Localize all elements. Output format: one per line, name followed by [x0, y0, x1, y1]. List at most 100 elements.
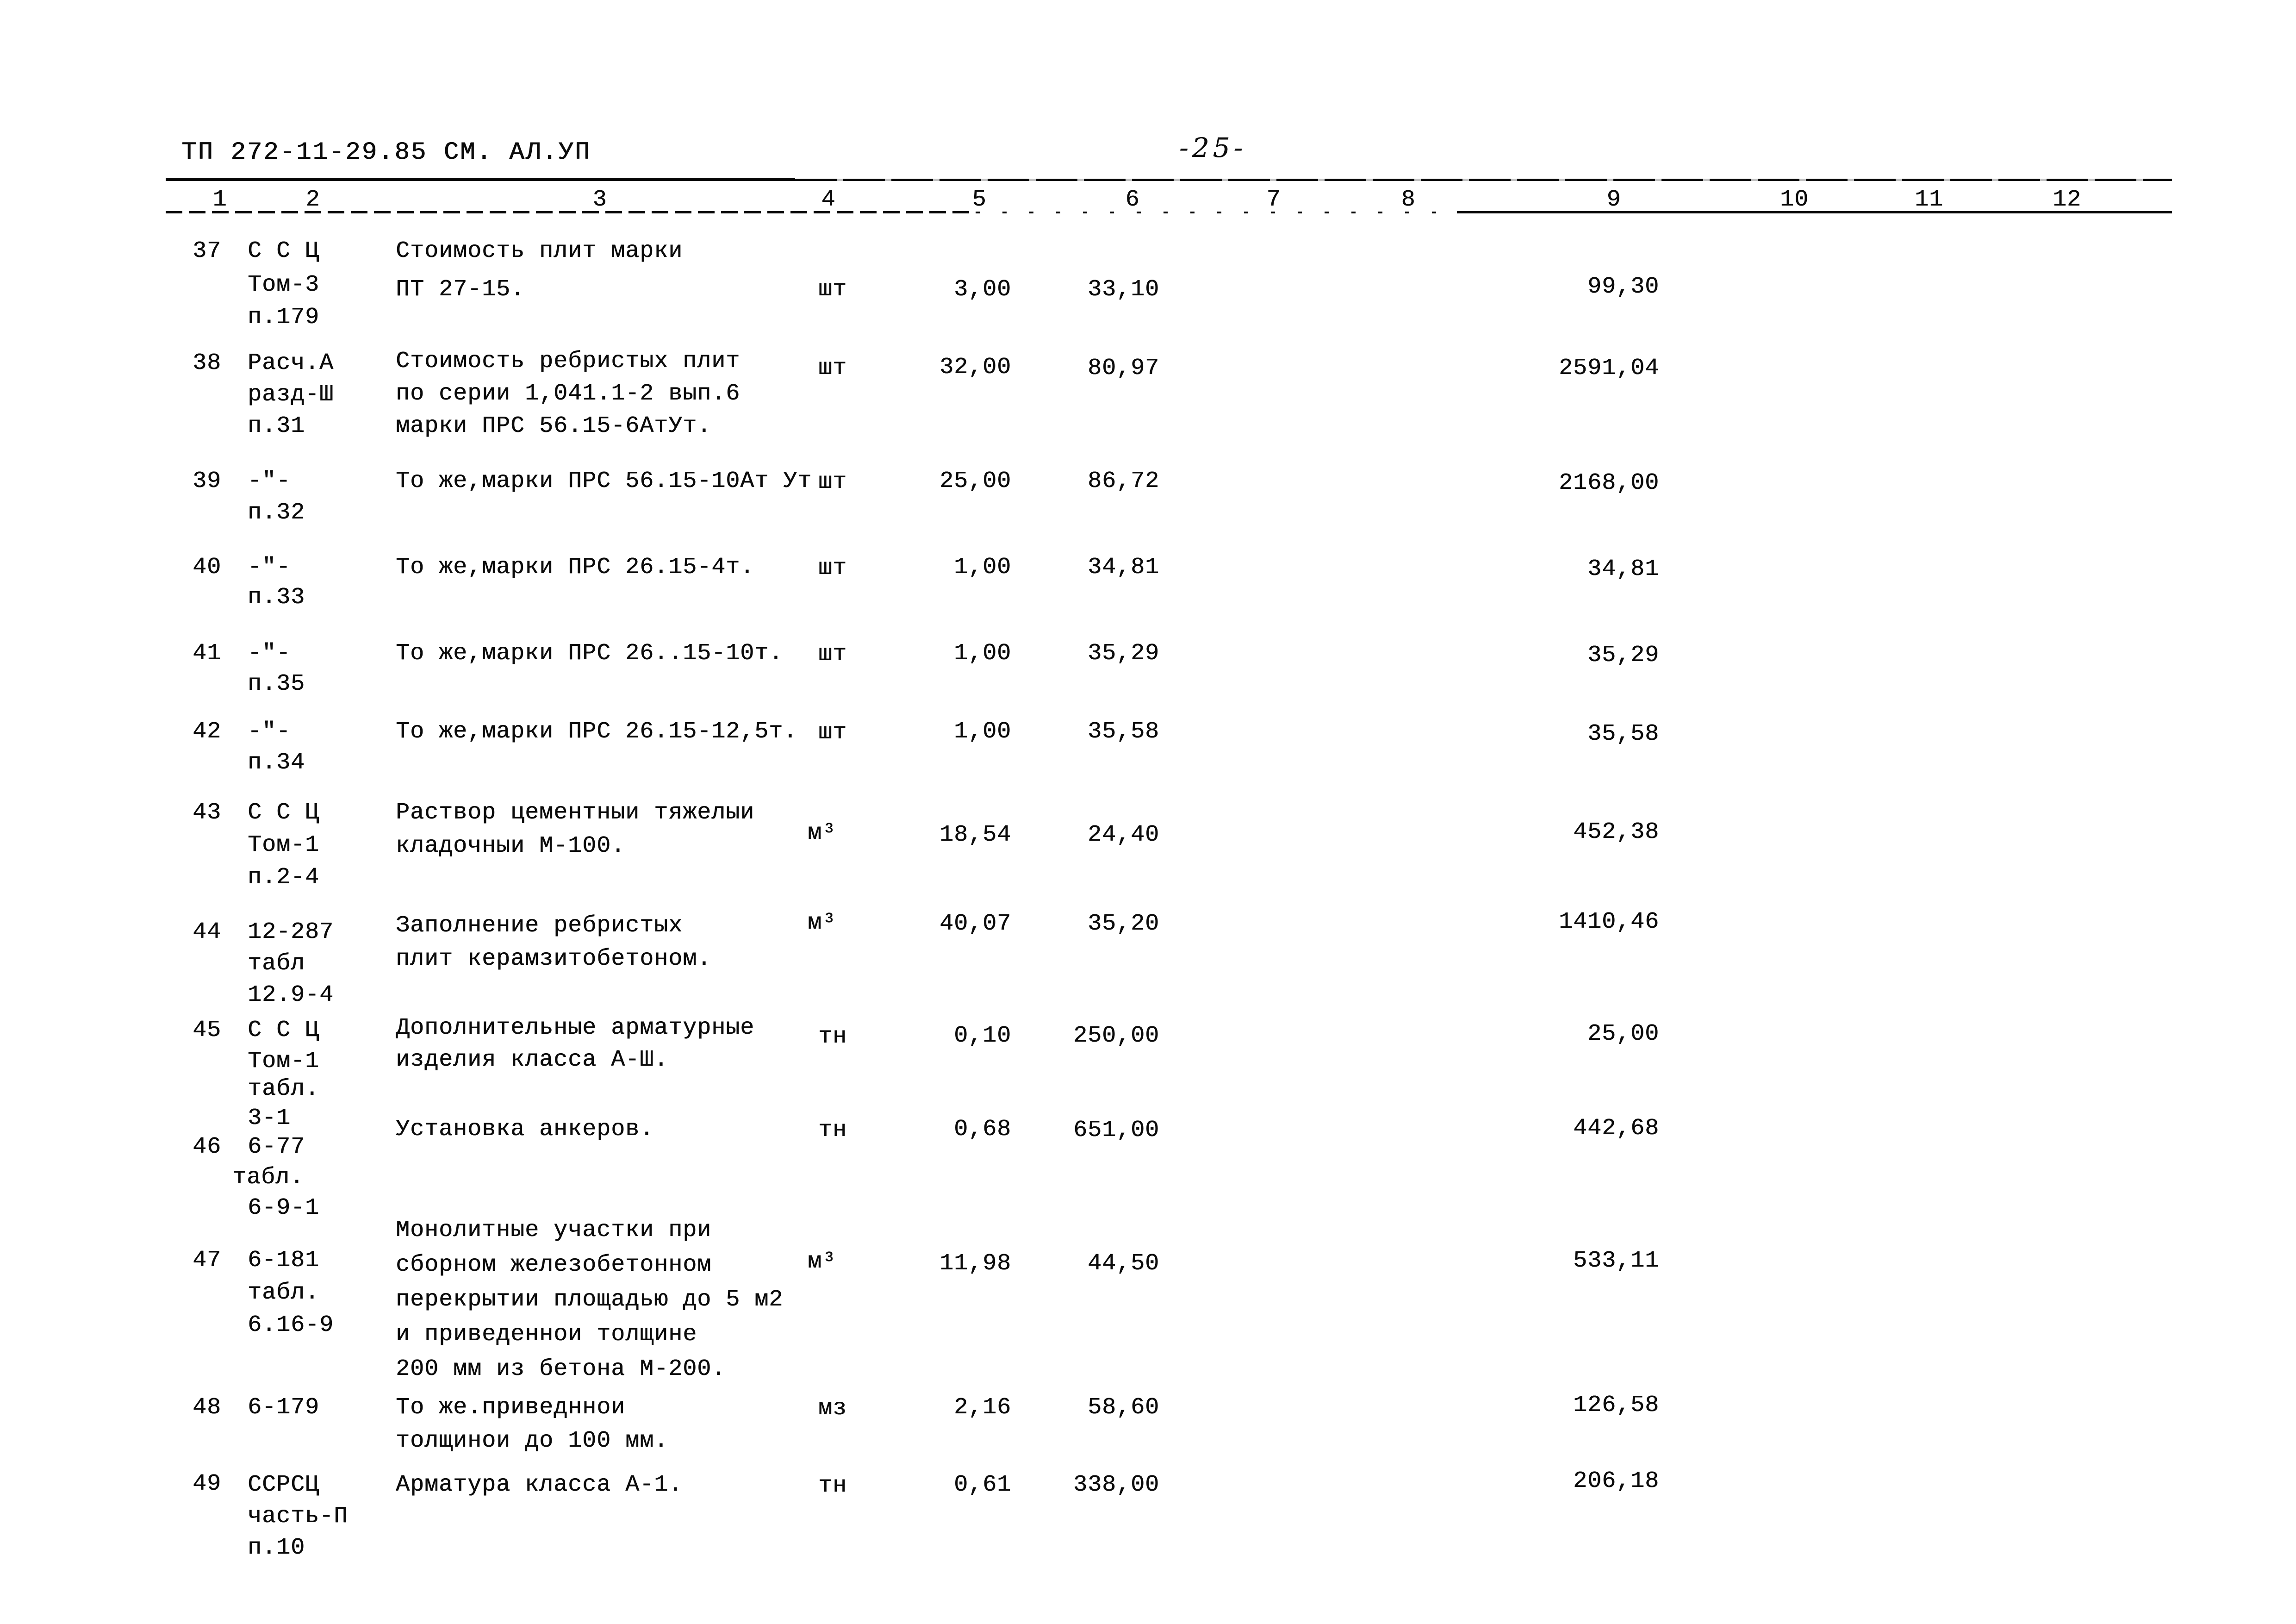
- col-header-3: 3: [592, 187, 607, 213]
- row-39-num: 39: [192, 468, 221, 494]
- row-40-price: 34,81: [1087, 554, 1159, 581]
- row-38-desc-line: марки ПРС 56.15-6АтУт.: [396, 413, 712, 439]
- row-41-total: 35,29: [1587, 642, 1659, 668]
- col-header-9: 9: [1606, 187, 1621, 213]
- col-header-7: 7: [1266, 187, 1281, 213]
- row-37-desc-line: ПТ 27-15.: [396, 276, 525, 303]
- row-44-desc-line: Заполнение ребристых: [396, 912, 683, 939]
- row-42-ref-line: п.34: [248, 750, 305, 776]
- row-37-ref-line: С С Ц: [248, 238, 320, 264]
- row-48-ref-line: 6-179: [248, 1394, 320, 1421]
- row-44-ref-line: табл: [248, 950, 305, 977]
- row-38-ref-line: разд-Ш: [248, 381, 334, 408]
- row-43-desc-line: Раствор цементныи тяжелыи: [396, 800, 755, 826]
- row-48-num: 48: [192, 1394, 221, 1421]
- row-45-ref-line: 3-1: [248, 1105, 291, 1131]
- row-49-unit: тн: [818, 1473, 847, 1499]
- row-46-ref-line: табл.: [232, 1164, 305, 1191]
- row-38-price: 80,97: [1087, 355, 1159, 381]
- row-45-ref-line: табл.: [248, 1076, 320, 1102]
- row-39-ref-line: -"-: [248, 468, 291, 494]
- col-header-8: 8: [1401, 187, 1416, 213]
- col-header-4: 4: [821, 187, 836, 213]
- col-header-11: 11: [1914, 187, 1944, 213]
- row-38-num: 38: [192, 350, 221, 376]
- row-41-unit: шт: [818, 641, 847, 668]
- row-48-desc-line: толщинои до 100 мм.: [396, 1428, 669, 1454]
- row-39-qty: 25,00: [939, 468, 1011, 494]
- row-41-desc-line: То же,марки ПРС 26..15-10т.: [396, 640, 784, 667]
- row-38-total: 2591,04: [1558, 355, 1659, 381]
- row-44-qty: 40,07: [939, 911, 1011, 937]
- doc-code: ТП 272-11-29.85 СМ. АЛ.УП: [181, 138, 591, 167]
- row-43-price: 24,40: [1087, 822, 1159, 848]
- col-header-6: 6: [1125, 187, 1140, 213]
- row-44-desc-line: плит керамзитобетоном.: [396, 946, 712, 972]
- row-47-price: 44,50: [1087, 1250, 1159, 1277]
- row-38-unit: шт: [818, 355, 847, 381]
- row-47-num: 47: [192, 1247, 221, 1274]
- row-48-price: 58,60: [1087, 1394, 1159, 1421]
- row-39-unit: шт: [818, 469, 847, 495]
- row-37-qty: 3,00: [953, 276, 1011, 303]
- row-49-price: 338,00: [1073, 1472, 1159, 1498]
- row-46-num: 46: [192, 1134, 221, 1160]
- row-40-unit: шт: [818, 555, 847, 581]
- col-header-10: 10: [1780, 187, 1809, 213]
- row-49-ref-line: ССРСЦ: [248, 1472, 320, 1498]
- row-46-price: 651,00: [1073, 1117, 1159, 1143]
- row-45-total: 25,00: [1587, 1021, 1659, 1047]
- row-46-desc-line: Установка анкеров.: [396, 1116, 654, 1143]
- row-47-desc-line: 200 мм из бетона М-200.: [396, 1356, 726, 1382]
- row-40-qty: 1,00: [953, 554, 1011, 581]
- row-44-ref-line: 12.9-4: [248, 982, 334, 1008]
- row-49-qty: 0,61: [953, 1472, 1011, 1498]
- row-43-desc-line: кладочныи М-100.: [396, 833, 626, 859]
- row-37-ref-line: п.179: [248, 304, 320, 331]
- row-43-unit: м³: [808, 820, 837, 846]
- row-43-ref-line: С С Ц: [248, 800, 320, 826]
- row-43-ref-line: Том-1: [248, 832, 320, 858]
- row-38-qty: 32,00: [939, 354, 1011, 381]
- row-45-price: 250,00: [1073, 1023, 1159, 1049]
- row-46-ref-line: 6-9-1: [248, 1195, 320, 1221]
- row-41-ref-line: -"-: [248, 640, 291, 667]
- row-41-num: 41: [192, 640, 221, 667]
- row-47-ref-line: 6.16-9: [248, 1312, 334, 1338]
- row-37-desc-line: Стоимость плит марки: [396, 238, 683, 264]
- row-48-total: 126,58: [1573, 1392, 1659, 1418]
- table-rule-header-right: [1457, 211, 2172, 213]
- row-45-unit: тн: [818, 1024, 847, 1050]
- table-rule-top-left: [166, 178, 795, 181]
- row-46-ref-line: 6-77: [248, 1134, 305, 1160]
- row-49-ref-line: часть-П: [248, 1503, 348, 1530]
- page-number: -25-: [1179, 132, 1246, 163]
- row-49-num: 49: [192, 1471, 221, 1497]
- row-42-total: 35,58: [1587, 721, 1659, 747]
- row-37-total: 99,30: [1587, 274, 1659, 300]
- row-46-total: 442,68: [1573, 1115, 1659, 1142]
- table-rule-header-left: [166, 211, 976, 213]
- row-42-num: 42: [192, 718, 221, 745]
- row-46-qty: 0,68: [953, 1116, 1011, 1143]
- row-49-ref-line: п.10: [248, 1535, 305, 1561]
- row-45-ref-line: Том-1: [248, 1048, 320, 1074]
- row-44-unit: м³: [808, 910, 837, 936]
- row-47-total: 533,11: [1573, 1248, 1659, 1274]
- row-38-desc-line: Стоимость ребристых плит: [396, 348, 740, 375]
- row-42-unit: шт: [818, 719, 847, 746]
- row-45-num: 45: [192, 1017, 221, 1043]
- row-40-ref-line: п.33: [248, 584, 305, 611]
- row-37-unit: шт: [818, 276, 847, 303]
- row-47-unit: м³: [808, 1249, 837, 1275]
- row-40-total: 34,81: [1587, 556, 1659, 582]
- row-37-price: 33,10: [1087, 276, 1159, 303]
- row-46-unit: тн: [818, 1117, 847, 1143]
- row-44-total: 1410,46: [1558, 909, 1659, 935]
- row-45-ref-line: С С Ц: [248, 1017, 320, 1043]
- row-45-desc-line: изделия класса А-Ш.: [396, 1047, 669, 1073]
- row-47-desc-line: перекрытии площадью до 5 м2: [396, 1287, 784, 1313]
- row-47-ref-line: табл.: [248, 1280, 320, 1306]
- row-45-desc-line: Дополнительные арматурные: [396, 1015, 755, 1041]
- row-38-desc-line: по серии 1,041.1-2 вып.6: [396, 381, 740, 407]
